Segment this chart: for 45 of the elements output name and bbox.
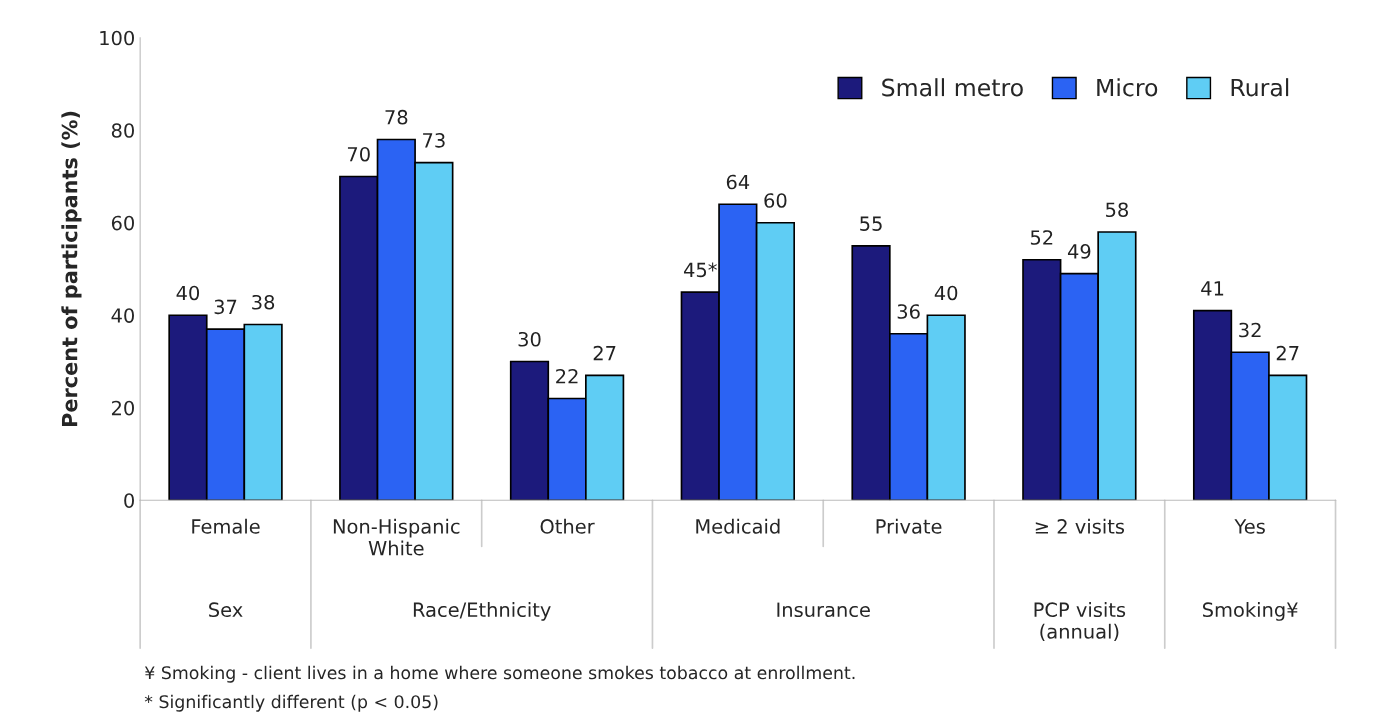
y-tick-label: 100 <box>100 30 134 46</box>
data-label: 36 <box>897 304 920 319</box>
x-tick-label: Medicaid <box>696 518 780 534</box>
x-tick-label: Non-Hispanic White <box>333 518 460 556</box>
data-label: 64 <box>726 174 750 190</box>
data-label: 38 <box>252 294 275 310</box>
data-label: 52 <box>1030 230 1053 245</box>
data-label: 27 <box>593 345 616 361</box>
text: PCP visits (annual) <box>1034 602 1126 642</box>
legend-label: Small metro <box>882 78 1023 97</box>
y-axis-title: Percent of participants (%) <box>61 111 82 427</box>
data-label: 37 <box>214 299 237 315</box>
legend-label: Micro <box>1097 78 1158 97</box>
x-tick-label: Private <box>876 518 942 534</box>
data-label: 40 <box>176 285 200 301</box>
data-label: 49 <box>1067 244 1091 259</box>
data-label: 45* <box>683 262 717 278</box>
y-tick-label: 40 <box>111 308 134 323</box>
text: Sex <box>209 602 243 618</box>
text: Race/Ethnicity <box>413 602 551 621</box>
data-label: 40 <box>934 285 958 301</box>
data-label: 30 <box>518 331 541 347</box>
data-label: 27 <box>1276 345 1299 361</box>
text: * Significantly different (p < 0.05) <box>144 694 438 712</box>
data-label: 70 <box>347 146 370 162</box>
data-label: 73 <box>423 133 445 148</box>
x-tick-label: Other <box>540 518 595 534</box>
x-tick-label: Female <box>192 518 260 534</box>
text: ¥ Smoking - client lives in a home where someone smokes tobacco at enrollment. <box>144 665 855 683</box>
y-tick-label: 80 <box>111 123 134 138</box>
y-tick-label: 0 <box>124 493 134 508</box>
data-label: 55 <box>860 216 882 231</box>
data-label: 78 <box>385 109 408 125</box>
x-tick-label: Yes <box>1234 519 1265 534</box>
y-tick-label: 20 <box>111 400 134 416</box>
data-label: 41 <box>1201 281 1224 296</box>
data-label: 22 <box>556 368 578 384</box>
text: Insurance <box>777 602 870 618</box>
data-label: 60 <box>764 193 787 208</box>
text: Smoking¥ <box>1202 602 1298 621</box>
data-label: 58 <box>1106 202 1128 218</box>
data-label: 32 <box>1239 322 1261 338</box>
y-tick-label: 60 <box>111 215 134 231</box>
x-tick-label: ≥ 2 visits <box>1035 518 1125 534</box>
legend-label: Rural <box>1231 78 1289 97</box>
